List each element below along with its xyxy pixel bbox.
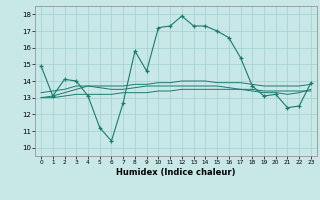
X-axis label: Humidex (Indice chaleur): Humidex (Indice chaleur) bbox=[116, 168, 236, 177]
